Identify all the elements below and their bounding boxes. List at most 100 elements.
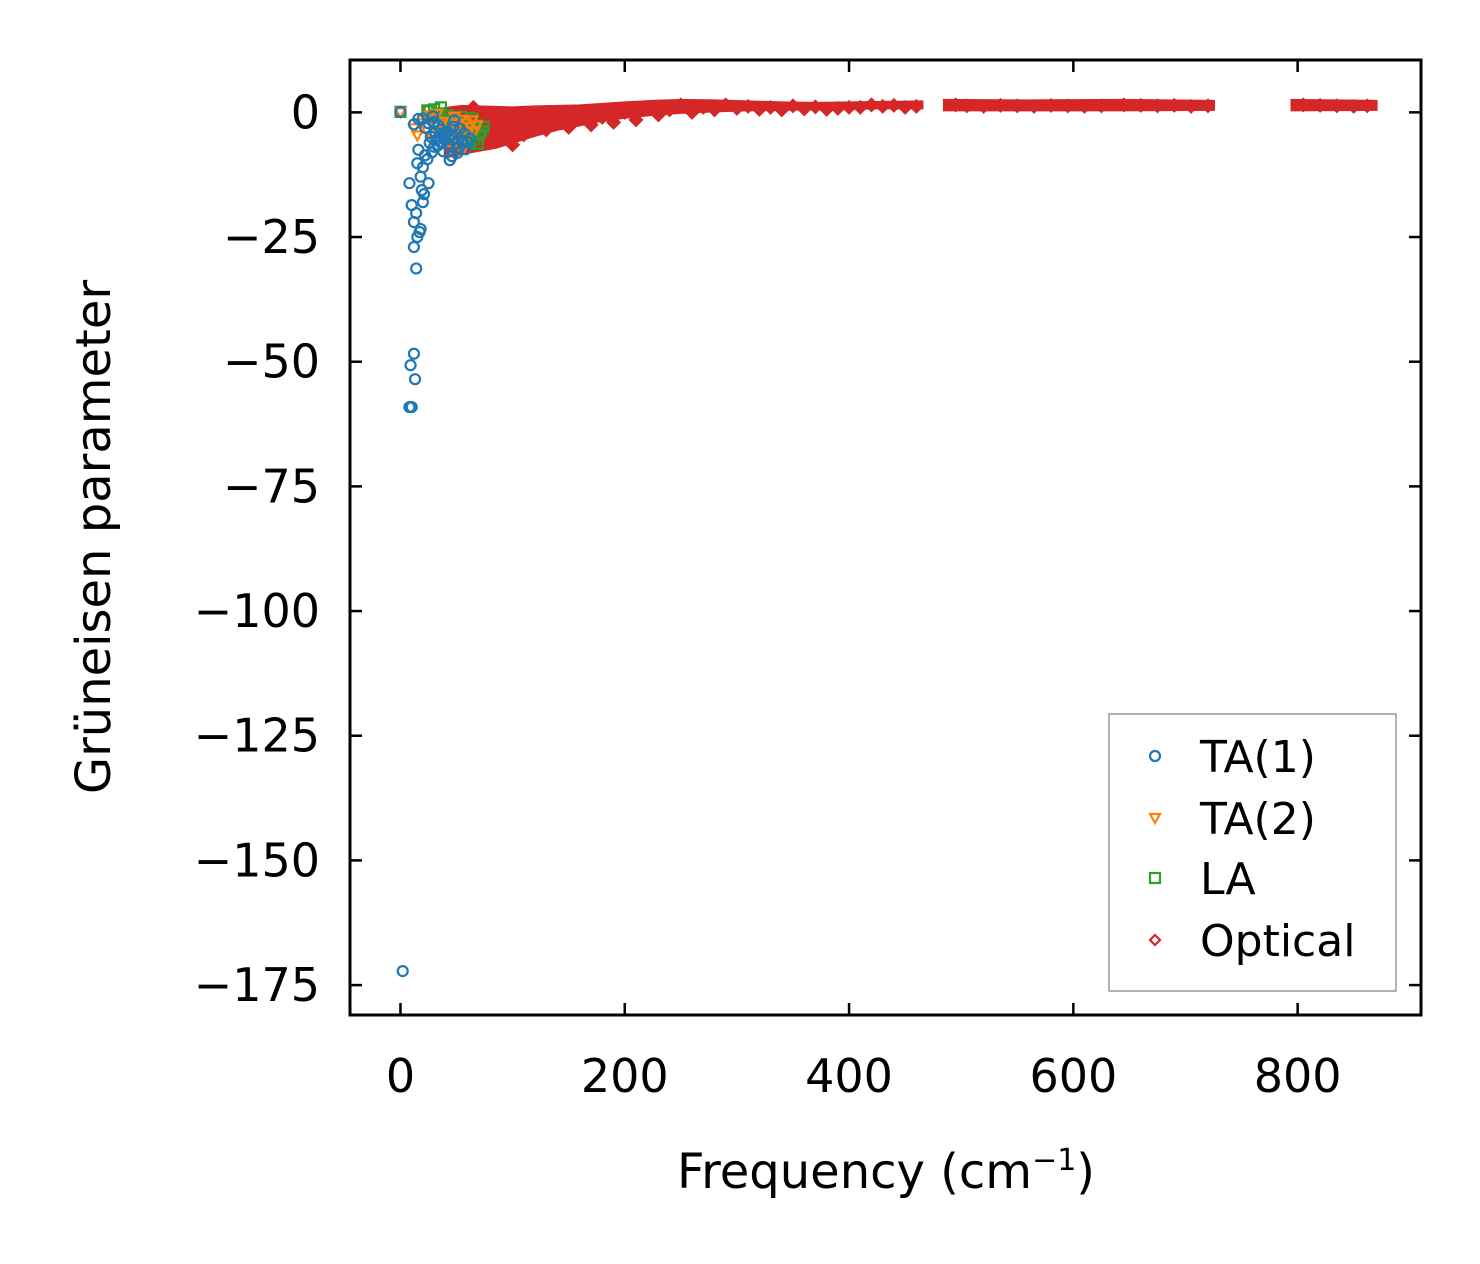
data-point-optical xyxy=(605,114,622,130)
data-point-ta-1 xyxy=(408,373,422,386)
legend-label-la: LA xyxy=(1200,854,1256,905)
data-point-ta-1 xyxy=(429,126,442,139)
legend-label-ta-2: TA(2) xyxy=(1199,794,1316,845)
plot-frame xyxy=(348,58,1423,1017)
data-point-optical xyxy=(908,98,924,114)
data-point-ta-1 xyxy=(403,177,416,190)
data-point-optical xyxy=(1200,98,1216,114)
data-point-ta-1 xyxy=(413,225,426,239)
data-point-optical xyxy=(718,97,734,113)
data-point-optical xyxy=(807,99,823,115)
data-point-ta-1 xyxy=(447,120,460,133)
y-tick-label: −125 xyxy=(194,709,320,763)
data-point-optical xyxy=(1043,97,1059,113)
data-point-ta-1 xyxy=(410,262,423,275)
data-point-optical xyxy=(493,122,509,138)
data-point-optical xyxy=(1133,97,1149,113)
data-point-optical xyxy=(673,97,689,113)
data-point-optical xyxy=(538,122,554,138)
data-point-optical xyxy=(863,97,880,113)
data-point-ta-1 xyxy=(463,132,477,145)
data-point-optical xyxy=(762,99,779,115)
data-point-optical xyxy=(959,98,975,114)
data-point-optical xyxy=(549,112,566,128)
data-point-optical xyxy=(1295,97,1311,113)
data-point-optical xyxy=(1060,98,1076,114)
x-axis-label: Frequency (cm−1) xyxy=(677,1143,1095,1200)
data-point-optical xyxy=(740,98,756,114)
legend: TA(1) TA(2) LA Optical xyxy=(1108,713,1397,992)
x-tick-label: 600 xyxy=(1029,1049,1117,1103)
data-point-optical xyxy=(1346,98,1362,114)
data-point-optical xyxy=(516,127,532,143)
y-tick-labels: 0 −25 −50 −75 −100 −125 −150 −175 xyxy=(194,85,320,1012)
data-point-ta-1 xyxy=(407,347,421,360)
data-point-ta-2 xyxy=(469,120,484,133)
data-point-optical xyxy=(639,99,655,115)
data-point-optical xyxy=(841,99,857,115)
y-tick-label: −75 xyxy=(223,459,320,513)
x-tick-label: 0 xyxy=(386,1049,415,1103)
data-points-layer xyxy=(393,97,1375,978)
legend-marker-ta-1 xyxy=(1148,749,1162,763)
legend-label-optical: Optical xyxy=(1200,916,1355,967)
data-point-optical xyxy=(1166,97,1182,113)
data-point-ta-2 xyxy=(447,111,462,125)
y-tick-label: −25 xyxy=(223,210,320,264)
data-point-optical xyxy=(706,102,723,118)
data-point-optical xyxy=(1077,98,1093,114)
data-point-optical xyxy=(650,107,666,123)
y-tick-label: −50 xyxy=(223,335,320,389)
data-point-optical xyxy=(1359,98,1375,114)
data-point-ta-1 xyxy=(396,965,409,978)
data-point-optical xyxy=(1149,98,1166,114)
x-tick-label: 400 xyxy=(805,1049,893,1103)
data-point-optical xyxy=(1116,97,1132,113)
y-tick-label: −100 xyxy=(194,584,320,638)
data-point-ta-2 xyxy=(440,119,455,132)
legend-label-ta-1: TA(1) xyxy=(1199,732,1316,783)
data-point-optical xyxy=(852,99,868,115)
data-point-optical xyxy=(992,97,1009,113)
data-point-optical xyxy=(505,137,521,153)
x-tick-label: 200 xyxy=(581,1049,669,1103)
data-point-ta-1 xyxy=(441,138,454,151)
data-point-ta-1 xyxy=(410,206,423,220)
data-point-optical xyxy=(976,98,992,114)
data-point-ta-1 xyxy=(451,146,464,159)
data-point-ta-1 xyxy=(416,196,429,209)
data-point-optical xyxy=(628,112,644,128)
legend-marker-la xyxy=(1148,871,1162,885)
data-point-optical xyxy=(561,119,577,135)
data-point-ta-1 xyxy=(443,154,456,167)
legend-marker-optical xyxy=(1148,933,1162,947)
x-tick-label: 800 xyxy=(1254,1049,1342,1103)
y-tick-label: 0 xyxy=(291,85,320,139)
legend-marker-ta-2 xyxy=(1148,812,1162,826)
data-point-ta-1 xyxy=(435,137,449,150)
data-point-optical xyxy=(684,104,700,120)
data-point-optical xyxy=(1183,98,1199,114)
data-point-optical xyxy=(583,117,599,133)
data-point-optical xyxy=(785,98,801,114)
data-point-optical xyxy=(774,102,790,118)
data-point-ta-1 xyxy=(394,105,407,118)
data-point-ta-1 xyxy=(452,141,465,154)
y-tick-label: −150 xyxy=(194,833,320,887)
data-point-ta-1 xyxy=(426,110,440,123)
data-point-ta-1 xyxy=(415,184,428,197)
data-point-ta-1 xyxy=(422,177,435,190)
data-point-optical xyxy=(1312,97,1328,113)
data-point-ta-2 xyxy=(436,116,450,130)
data-point-optical xyxy=(527,109,543,125)
data-point-ta-1 xyxy=(448,114,461,127)
data-point-ta-2 xyxy=(430,108,445,122)
data-point-ta-2 xyxy=(410,130,425,143)
data-point-ta-1 xyxy=(412,143,425,156)
data-point-optical xyxy=(830,100,846,116)
data-point-optical xyxy=(948,97,964,113)
y-tick-label: −175 xyxy=(194,958,320,1012)
data-point-ta-1 xyxy=(411,157,424,170)
